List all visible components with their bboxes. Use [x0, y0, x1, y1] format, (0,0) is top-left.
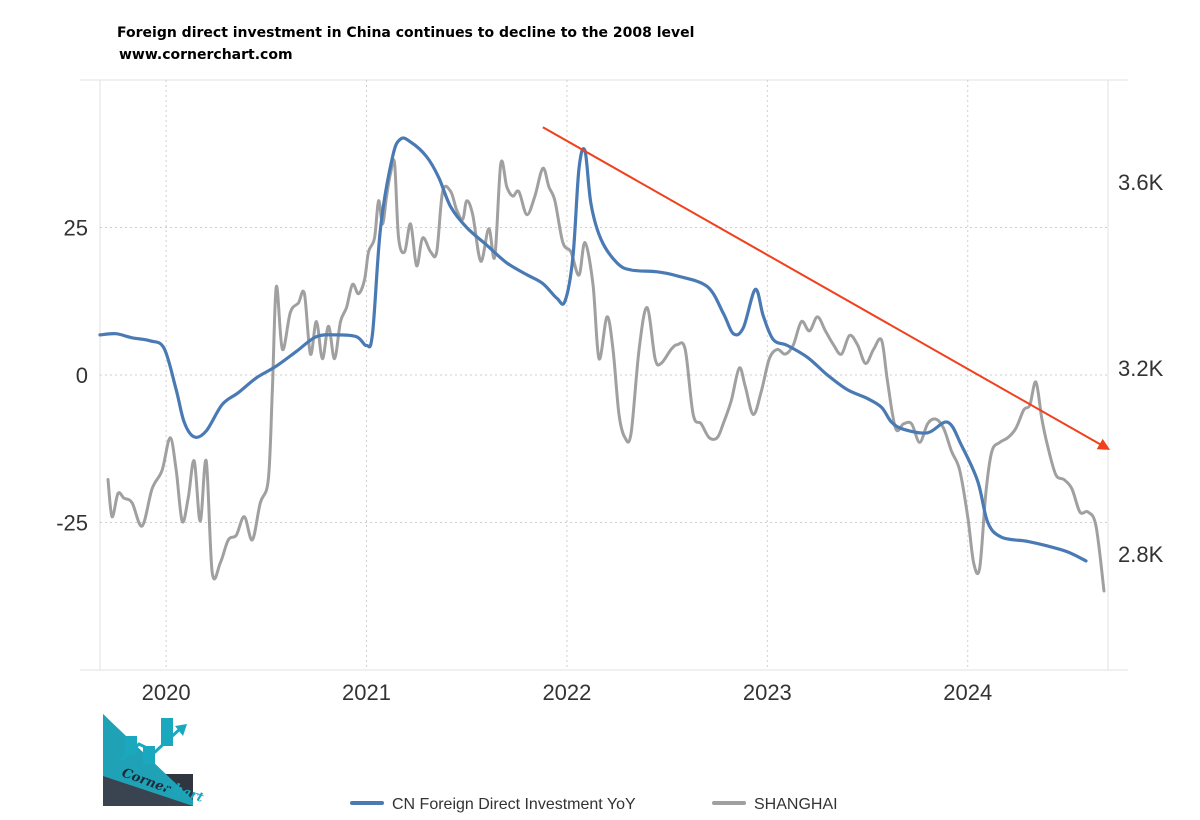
y-right-tick-label: 3.2K [1118, 356, 1164, 381]
x-tick-label: 2020 [142, 680, 191, 705]
x-tick-label: 2022 [542, 680, 591, 705]
grid-lines [100, 80, 1108, 670]
chart-subtitle: www.cornerchart.com [119, 47, 293, 63]
annotation-layer [542, 126, 1111, 450]
legend: CN Foreign Direct Investment YoY SHANGHA… [350, 796, 838, 813]
series-layer [98, 136, 1106, 593]
chart-title: Foreign direct investment in China conti… [117, 25, 695, 41]
trend-arrow [542, 126, 1111, 450]
y-left-tick-label: 0 [76, 363, 88, 388]
cornerchart-logo: Corner Chart [103, 714, 205, 806]
series-line-shanghai [106, 158, 1106, 593]
y-left-tick-label: -25 [56, 511, 88, 536]
y-right-tick-label: 2.8K [1118, 542, 1164, 567]
legend-label-fdi: CN Foreign Direct Investment YoY [392, 796, 636, 813]
title-block: Foreign direct investment in China conti… [117, 22, 694, 66]
x-tick-label: 2021 [342, 680, 391, 705]
y-right-tick-label: 3.6K [1118, 170, 1164, 195]
series-line-fdi-yoy [98, 136, 1088, 563]
x-tick-label: 2024 [943, 680, 992, 705]
plot-frame [80, 79, 1128, 671]
x-tick-label: 2023 [743, 680, 792, 705]
legend-label-shanghai: SHANGHAI [754, 796, 838, 813]
axis-labels: 25 0 -25 3.6K 3.2K 2.8K 2020 2021 2022 2023 2024 [56, 170, 1163, 705]
y-left-tick-label: 25 [64, 216, 88, 241]
